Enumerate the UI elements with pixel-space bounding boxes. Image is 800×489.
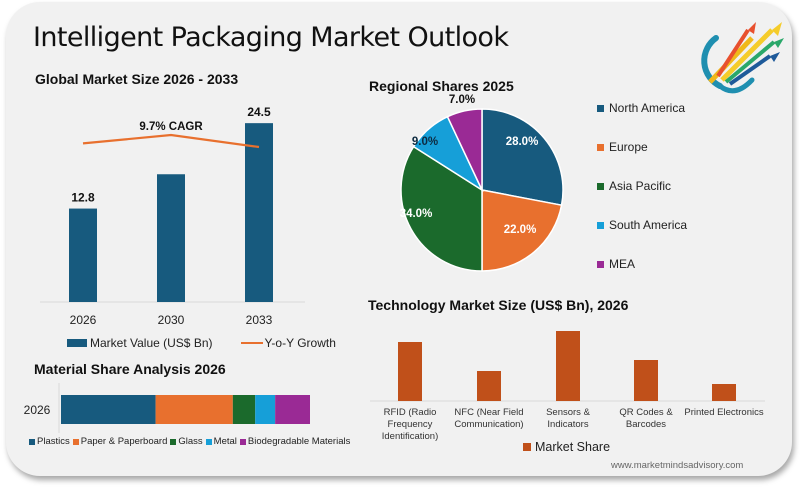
pie-label-europe: 22.0% — [504, 224, 537, 236]
global-market-title: Global Market Size 2026 - 2033 — [35, 71, 239, 87]
legend-item-south-america: South America — [597, 218, 687, 232]
technology-legend: Market Share — [523, 440, 610, 454]
x-tick-2033: 2033 — [246, 313, 273, 327]
x-tick-technology-0: RFID (Radio Frequency Identification) — [381, 407, 439, 442]
legend-label-biodegradable-materials: Biodegradable Materials — [247, 436, 351, 447]
legend-label-paper-paperboard: Paper & Paperboard — [80, 436, 168, 447]
legend-swatch — [597, 221, 604, 229]
pie-label-south-america: 9.0% — [412, 136, 438, 148]
bar-market-value-2033 — [245, 123, 273, 303]
pie-slice-north-america — [481, 108, 564, 207]
source-url: www.marketmindsadvisory.com — [611, 460, 744, 471]
legend-item-europe: Europe — [597, 140, 648, 154]
legend-swatch-market-share — [523, 443, 531, 451]
bar-technology-1 — [477, 371, 501, 401]
bar-market-value-2026 — [69, 208, 97, 302]
segment-paper-paperboard — [155, 395, 233, 424]
legend-label-market-share: Market Share — [535, 440, 611, 454]
bar-market-value-2030 — [157, 174, 185, 302]
legend-label: Asia Pacific — [609, 179, 672, 193]
pie-slice-europe — [481, 189, 563, 272]
legend-swatch — [597, 260, 604, 268]
legend-label-metal: Metal — [213, 436, 237, 447]
bar-technology-4 — [712, 384, 736, 401]
legend-label-plastics: Plastics — [37, 436, 70, 447]
legend-label-glass: Glass — [178, 436, 203, 447]
segment-biodegradable-materials — [275, 395, 310, 424]
x-tick-technology-3: QR Codes & Barcodes — [619, 407, 673, 430]
page-title: Intelligent Packaging Market Outlook — [33, 22, 509, 53]
legend-item-mea: MEA — [597, 257, 635, 271]
x-tick-technology-2: Sensors & Indicators — [546, 407, 590, 430]
legend-swatch — [597, 143, 604, 151]
data-label-2033: 24.5 — [247, 105, 271, 119]
legend-item-asia-pacific: Asia Pacific — [597, 179, 671, 193]
legend-swatch — [205, 438, 212, 445]
legend-swatch-market-value — [67, 339, 87, 347]
y-tick-2026: 2026 — [24, 403, 51, 417]
legend-label-market-value: Market Value (US$ Bn) — [90, 336, 213, 350]
legend-label: Europe — [609, 140, 648, 154]
segment-metal — [255, 395, 276, 424]
data-label-2026: 12.8 — [71, 191, 95, 205]
pie-label-asia-pacific: 34.0% — [400, 208, 433, 220]
x-tick-2030: 2030 — [158, 313, 185, 327]
legend-swatch — [170, 438, 177, 445]
bar-technology-3 — [634, 360, 658, 401]
legend-swatch — [597, 182, 604, 190]
bar-technology-0 — [398, 342, 422, 401]
material-legend: Plastics Paper & Paperboard Glass Metal Biod… — [26, 436, 350, 447]
material-share-title: Material Share Analysis 2026 — [34, 361, 226, 377]
x-tick-technology-4: Printed Electronics — [684, 407, 764, 418]
line-yoy-growth — [82, 133, 260, 149]
x-tick-2026: 2026 — [70, 313, 97, 327]
segment-plastics — [61, 395, 156, 424]
segment-glass — [232, 395, 256, 424]
legend-swatch-yoy-growth — [240, 342, 263, 344]
pie-label-north-america: 28.0% — [506, 136, 539, 148]
rising-arrows-logo-icon — [690, 8, 790, 108]
regional-shares-title: Regional Shares 2025 — [369, 78, 514, 94]
pie-label-mea: 7.0% — [449, 94, 475, 106]
legend-label: MEA — [609, 257, 636, 271]
legend-swatch — [72, 438, 79, 445]
bar-technology-2 — [556, 331, 580, 401]
legend-label-yoy-growth: Y-o-Y Growth — [264, 336, 336, 350]
legend-swatch — [597, 104, 604, 112]
pie-slice-mea — [446, 108, 483, 191]
technology-market-title: Technology Market Size (US$ Bn), 2026 — [368, 297, 629, 313]
legend-label: South America — [609, 218, 688, 232]
legend-swatch — [29, 438, 35, 445]
legend-item-north-america: North America — [597, 101, 685, 115]
legend-label: North America — [609, 101, 686, 115]
cagr-annotation: 9.7% CAGR — [139, 121, 203, 133]
legend-swatch — [239, 438, 246, 445]
global-market-legend: Market Value (US$ Bn) Y-o-Y Growth — [67, 336, 336, 350]
x-tick-technology-1: NFC (Near Field Communication) — [454, 407, 524, 430]
